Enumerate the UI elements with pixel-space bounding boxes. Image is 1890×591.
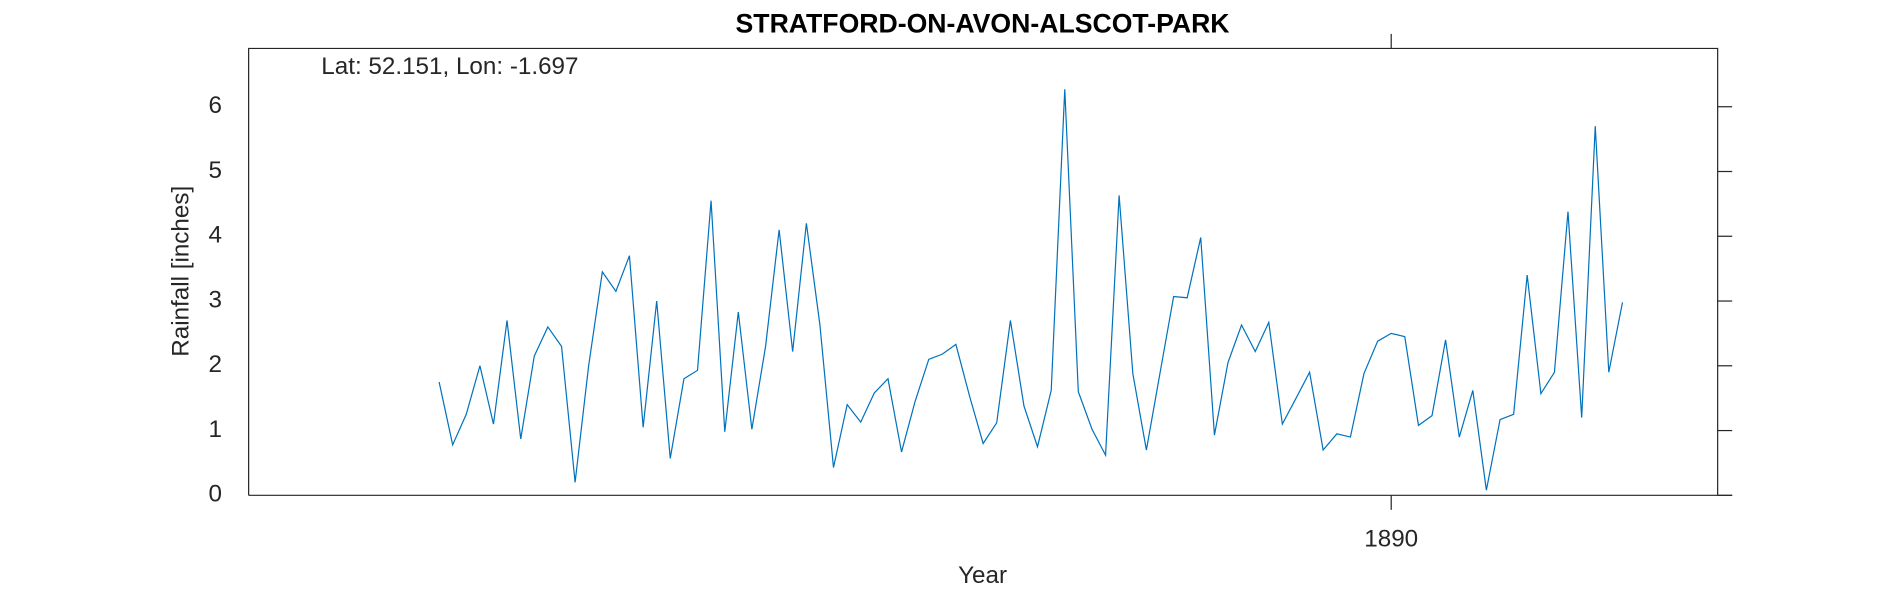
data-line <box>438 89 1624 491</box>
plot-area <box>248 48 1718 496</box>
x-axis-label: Year <box>958 562 1007 589</box>
y-tick-label: 4 <box>209 222 222 249</box>
y-tick-label: 1 <box>209 416 222 443</box>
y-tick-label: 0 <box>209 481 222 508</box>
y-tick-label: 3 <box>209 286 222 313</box>
axes-box <box>248 47 1733 496</box>
y-tick-label: 6 <box>209 92 222 119</box>
y-tick-label: 5 <box>209 157 222 184</box>
y-axis-label: Rainfall [inches] <box>167 186 194 357</box>
annotation: Lat: 52.151, Lon: -1.697 <box>321 53 578 80</box>
x-tick-label: 1890 <box>1364 526 1418 553</box>
y-tick-label: 2 <box>209 351 222 378</box>
chart-title: STRATFORD-ON-AVON-ALSCOT-PARK <box>736 8 1230 38</box>
